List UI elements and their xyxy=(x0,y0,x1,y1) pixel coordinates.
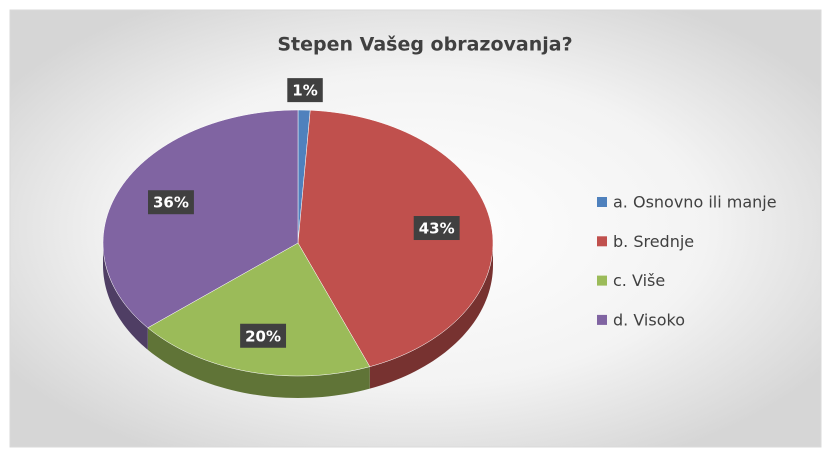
slice-side xyxy=(103,243,148,350)
legend-swatch xyxy=(597,236,607,247)
data-label-bg xyxy=(240,323,287,348)
data-label-bg xyxy=(287,78,323,103)
legend-label: c. Više xyxy=(613,271,665,290)
legend-label: b. Srednje xyxy=(613,232,694,251)
legend-label: a. Osnovno ili manje xyxy=(613,193,777,212)
legend-swatch xyxy=(597,314,607,325)
data-label-bg xyxy=(148,190,194,215)
legend-swatch xyxy=(597,197,607,207)
data-label: 1% xyxy=(292,82,317,100)
slice-side xyxy=(147,327,370,398)
slice xyxy=(297,109,494,367)
legend-swatch xyxy=(597,275,607,286)
data-label-bg xyxy=(413,216,460,241)
slice-side xyxy=(369,243,493,389)
data-label: 43% xyxy=(419,220,455,238)
data-label: 20% xyxy=(245,327,281,345)
legend-label: d. Visoko xyxy=(613,310,685,329)
data-label: 36% xyxy=(153,194,189,212)
slice xyxy=(102,109,299,329)
chart-title: Stepen Vašeg obrazovanja? xyxy=(277,34,572,56)
slice xyxy=(147,242,371,377)
